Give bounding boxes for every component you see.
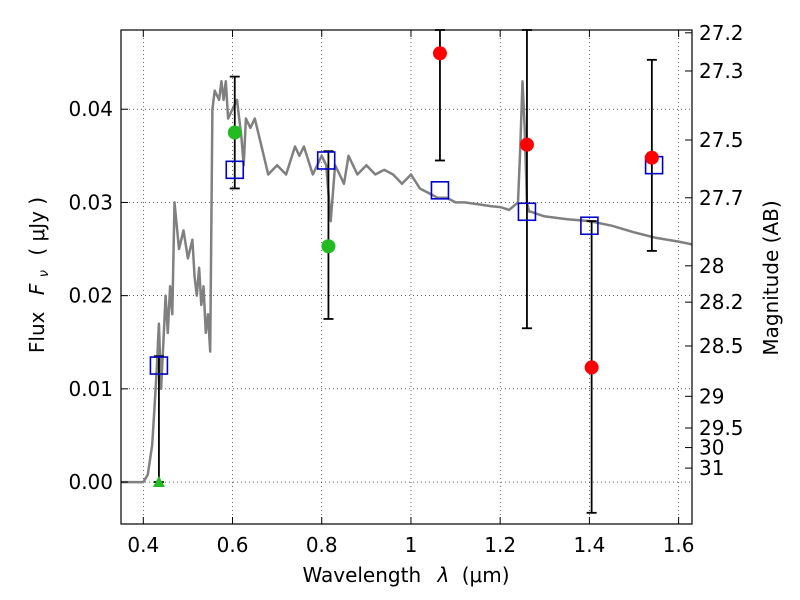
x-axis-label-symbol: λ [437,563,450,587]
model-flux-square [225,160,245,180]
axis-ticks: 0.4 0.6 0.8 1 1.2 1.4 1.6 0.00 0.01 0.02 0.03 0.04 2… [68,21,743,557]
right-tick-label: 29 [699,384,724,408]
plot-frame [120,29,693,525]
x-tick-label: 0.6 [217,533,249,557]
y-tick-label: 0.02 [68,284,113,308]
y-axis-label-main: Flux [25,311,49,353]
right-tick-label: 31 [699,456,724,480]
observed-flux-point [644,150,659,165]
y-tick-label: 0.03 [68,190,113,214]
model-flux-square [430,181,450,200]
error-bars [153,29,657,514]
right-tick-label: 27.7 [699,186,744,210]
right-tick-label: 27.5 [699,128,744,152]
y-axis-label: Flux F ν ( μJy ) [25,197,53,353]
template-sed-line [121,80,693,484]
y-axis-label-symbol: F [25,283,49,295]
x-tick-label: 0.4 [127,533,159,557]
right-axis-label: Magnitude (AB) [759,200,783,355]
observed-flux-point [584,360,599,375]
model-flux-square [580,216,599,236]
data-markers [149,46,664,488]
observed-flux-point [227,125,242,140]
observed-flux-point [432,46,447,61]
x-tick-label: 1 [405,533,418,557]
observed-flux-point [519,137,534,152]
x-tick-label: 1.6 [663,533,695,557]
right-tick-label: 27.3 [699,59,744,83]
right-tick-label: 29.5 [699,416,744,440]
x-tick-label: 1.2 [484,533,516,557]
right-tick-label: 28 [699,254,724,278]
observed-flux-point [321,239,336,254]
right-tick-label: 28.5 [699,334,744,358]
model-flux-square [149,356,169,375]
upper-limit-triangle [152,476,165,488]
template-sed [121,80,693,484]
y-axis-label-sub: ν [37,270,52,277]
grid-lines [121,30,692,524]
y-tick-label: 0.00 [68,470,113,494]
model-flux-square [316,151,336,170]
model-flux-square [517,202,537,222]
x-axis-label-main: Wavelength [302,563,421,587]
y-tick-label: 0.01 [68,377,113,401]
right-tick-label: 30 [699,436,724,460]
x-tick-label: 1.4 [573,533,605,557]
y-axis-label-unit: ( μJy ) [25,197,49,256]
y-tick-label: 0.04 [68,97,113,121]
x-tick-label: 0.8 [306,533,338,557]
x-axis-label-unit: (μm) [462,563,510,587]
right-tick-label: 27.2 [699,21,744,45]
x-axis-label: Wavelength λ (μm) [302,563,509,587]
right-tick-label: 28.2 [699,290,744,314]
